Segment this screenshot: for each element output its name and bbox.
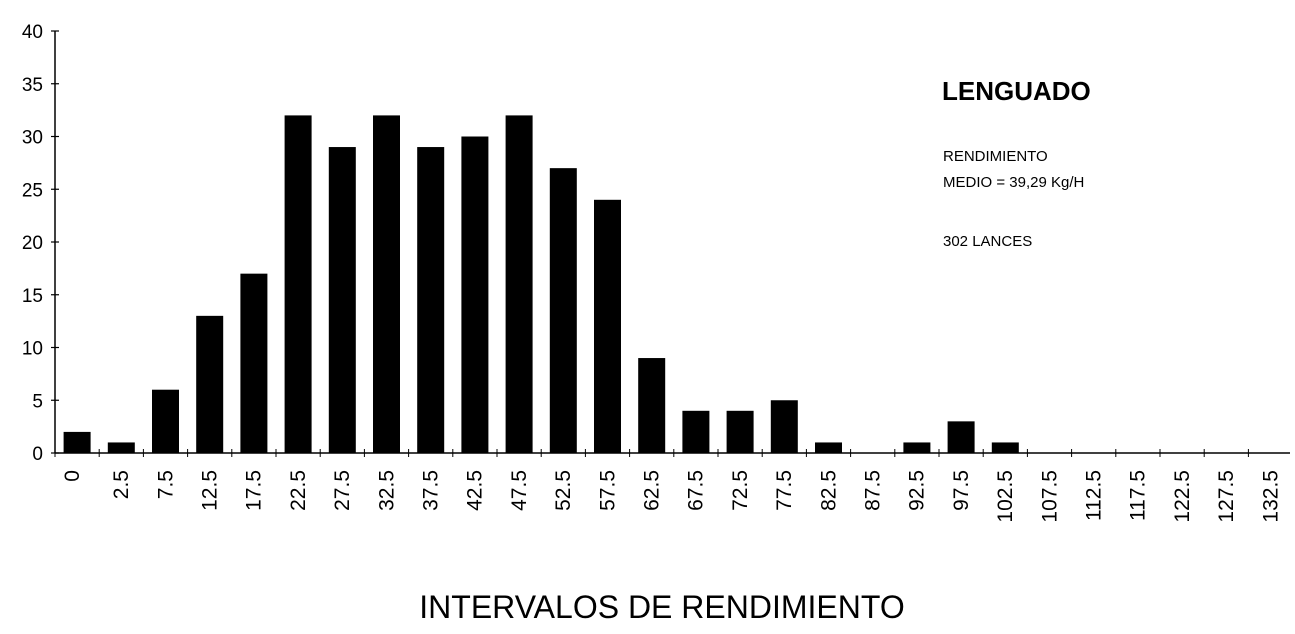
x-tick-label: 72.5	[729, 470, 752, 511]
x-axis-label: INTERVALOS DE RENDIMIENTO	[419, 589, 904, 625]
x-tick-label: 97.5	[950, 470, 973, 511]
x-tick-label: 32.5	[375, 470, 398, 511]
bar	[240, 273, 268, 453]
bar	[373, 115, 400, 454]
bar	[107, 442, 135, 453]
bar	[63, 431, 91, 453]
bar	[196, 315, 224, 453]
y-tick-label: 0	[32, 444, 43, 465]
bar	[638, 358, 666, 453]
bar	[284, 115, 312, 454]
x-tick-label: 122.5	[1171, 470, 1194, 523]
x-tick-label: 87.5	[862, 470, 885, 511]
bar	[991, 442, 1019, 453]
y-tick-label: 40	[22, 22, 43, 43]
bar	[726, 410, 754, 453]
x-tick-label: 77.5	[773, 470, 796, 511]
y-tick-label: 15	[22, 286, 43, 307]
bar	[815, 442, 842, 453]
x-tick-label: 102.5	[994, 470, 1017, 523]
annotation-lances: 302 LANCES	[943, 233, 1032, 250]
y-tick-label: 35	[22, 75, 43, 96]
x-tick-label: 82.5	[817, 470, 840, 511]
y-tick-label: 25	[22, 180, 43, 201]
bar	[549, 168, 577, 453]
bar	[417, 147, 445, 454]
x-tick-label: 52.5	[552, 470, 575, 511]
x-tick-label: 0	[61, 470, 84, 482]
x-tick-label: 2.5	[110, 470, 133, 499]
x-tick-label: 92.5	[906, 470, 929, 511]
y-axis: 0 5 10 15 20 25 30 35 40	[22, 22, 59, 465]
x-tick-label: 112.5	[1083, 470, 1106, 521]
annotation-medio: MEDIO = 39,29 Kg/H	[943, 174, 1084, 191]
x-tick-label: 57.5	[596, 470, 619, 511]
x-tick-label: 67.5	[685, 470, 708, 511]
annotation-rendimiento: RENDIMIENTO	[943, 148, 1048, 165]
y-tick-label: 5	[32, 391, 43, 412]
bar	[328, 147, 356, 454]
x-tick-label: 17.5	[243, 470, 266, 511]
x-tick-label: 117.5	[1127, 470, 1150, 521]
annotation-species: LENGUADO	[942, 76, 1091, 106]
x-tick-label: 37.5	[420, 470, 443, 511]
x-tick-label: 62.5	[641, 470, 664, 511]
bar	[152, 389, 179, 453]
bar	[594, 199, 621, 453]
x-axis: 0 2.5 7.5 12.5 17.5 22.5 27.5 32.5 37.5 42.5 47.5 5…	[54, 449, 1290, 523]
y-tick-label: 10	[22, 339, 43, 360]
x-tick-label: 47.5	[508, 470, 531, 511]
x-tick-label: 42.5	[464, 470, 487, 511]
bar	[461, 136, 489, 453]
x-tick-label: 12.5	[199, 470, 222, 511]
y-tick-label: 20	[22, 233, 43, 254]
y-tick-label: 30	[22, 128, 43, 149]
x-tick-label: 22.5	[287, 470, 310, 511]
bar	[947, 421, 975, 453]
x-tick-label: 107.5	[1038, 470, 1061, 523]
bar	[682, 410, 710, 453]
x-tick-label: 132.5	[1259, 470, 1282, 523]
x-tick-label: 7.5	[154, 470, 177, 499]
x-tick-label: 127.5	[1215, 470, 1238, 523]
bars	[63, 115, 1019, 454]
bar	[505, 115, 533, 454]
bar	[903, 442, 931, 453]
bar	[770, 400, 798, 453]
x-tick-label: 27.5	[331, 470, 354, 511]
